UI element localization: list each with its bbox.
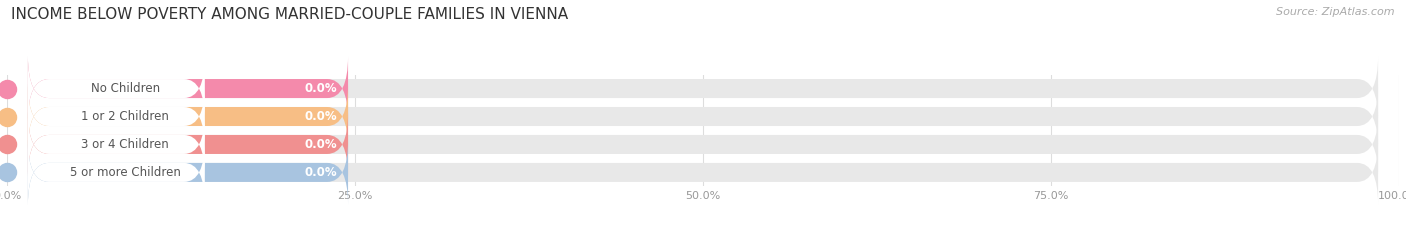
FancyBboxPatch shape — [28, 140, 205, 205]
FancyBboxPatch shape — [28, 112, 349, 177]
Text: 0.0%: 0.0% — [304, 110, 337, 123]
FancyBboxPatch shape — [28, 56, 349, 121]
Text: 0.0%: 0.0% — [304, 138, 337, 151]
FancyBboxPatch shape — [28, 56, 205, 121]
Text: 1 or 2 Children: 1 or 2 Children — [82, 110, 169, 123]
Text: 3 or 4 Children: 3 or 4 Children — [82, 138, 169, 151]
FancyBboxPatch shape — [28, 140, 205, 205]
FancyBboxPatch shape — [28, 84, 1378, 149]
FancyBboxPatch shape — [28, 56, 1378, 121]
FancyBboxPatch shape — [28, 56, 205, 121]
FancyBboxPatch shape — [28, 112, 205, 177]
Text: No Children: No Children — [90, 82, 160, 95]
FancyBboxPatch shape — [28, 84, 205, 149]
Text: 0.0%: 0.0% — [304, 166, 337, 179]
FancyBboxPatch shape — [28, 84, 205, 149]
FancyBboxPatch shape — [28, 112, 205, 177]
Text: 5 or more Children: 5 or more Children — [70, 166, 180, 179]
FancyBboxPatch shape — [28, 112, 1378, 177]
Text: Source: ZipAtlas.com: Source: ZipAtlas.com — [1277, 7, 1395, 17]
Text: 0.0%: 0.0% — [304, 82, 337, 95]
FancyBboxPatch shape — [28, 140, 1378, 205]
FancyBboxPatch shape — [28, 140, 349, 205]
Text: INCOME BELOW POVERTY AMONG MARRIED-COUPLE FAMILIES IN VIENNA: INCOME BELOW POVERTY AMONG MARRIED-COUPL… — [11, 7, 568, 22]
FancyBboxPatch shape — [28, 84, 349, 149]
